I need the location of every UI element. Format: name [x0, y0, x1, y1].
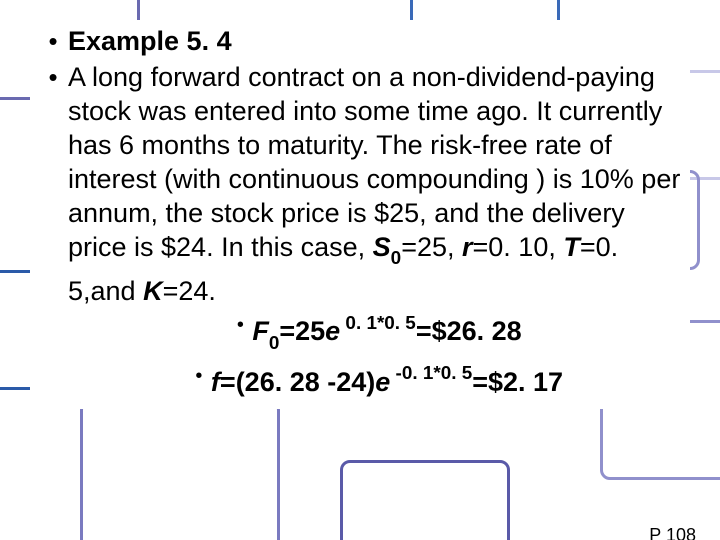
- equation-1: • F0=25e 0. 1*0. 5=$26. 28: [68, 308, 682, 358]
- eq1-exp: 0. 1*0. 5: [340, 313, 416, 334]
- var-s-sub: 0: [391, 248, 402, 269]
- var-r: r: [462, 232, 473, 262]
- page-number: P 108: [647, 525, 698, 540]
- eq2-exp: -0. 1*0. 5: [390, 363, 472, 384]
- bullet-icon: •: [38, 60, 68, 94]
- slide-content: • Example 5. 4 • A long forward contract…: [30, 20, 690, 409]
- heading-text: Example 5. 4: [68, 24, 232, 58]
- eq1-e: e: [325, 316, 340, 346]
- eq2-e: e: [375, 367, 390, 397]
- var-r-val: =0. 10,: [473, 232, 564, 262]
- bg-shape: [80, 400, 280, 540]
- eq2-mid: =(26. 28 -24): [220, 367, 375, 397]
- eq2-lhs: f: [211, 367, 220, 397]
- bg-shape: [340, 460, 510, 540]
- bullet-icon: •: [228, 308, 252, 342]
- var-s-val: =25,: [401, 232, 462, 262]
- eq1-lhs-sub: 0: [269, 333, 280, 354]
- body-line: • A long forward contract on a non-divid…: [38, 60, 682, 399]
- var-s: S: [373, 232, 391, 262]
- var-k-val: =24.: [163, 276, 216, 306]
- equation-2: • f=(26. 28 -24)e -0. 1*0. 5=$2. 17: [68, 359, 682, 399]
- body-text: A long forward contract on a non-dividen…: [68, 60, 682, 399]
- eq2-rhs: =$2. 17: [472, 367, 563, 397]
- heading-line: • Example 5. 4: [38, 24, 682, 58]
- bullet-icon: •: [38, 24, 68, 58]
- eq1-mid: =25: [279, 316, 325, 346]
- eq1-lhs: F: [252, 316, 269, 346]
- var-k: K: [143, 276, 163, 306]
- bullet-icon: •: [187, 359, 211, 393]
- equation-1-text: F0=25e 0. 1*0. 5=$26. 28: [252, 308, 521, 358]
- eq1-rhs: =$26. 28: [416, 316, 522, 346]
- equation-2-text: f=(26. 28 -24)e -0. 1*0. 5=$2. 17: [211, 359, 563, 399]
- var-t: T: [563, 232, 580, 262]
